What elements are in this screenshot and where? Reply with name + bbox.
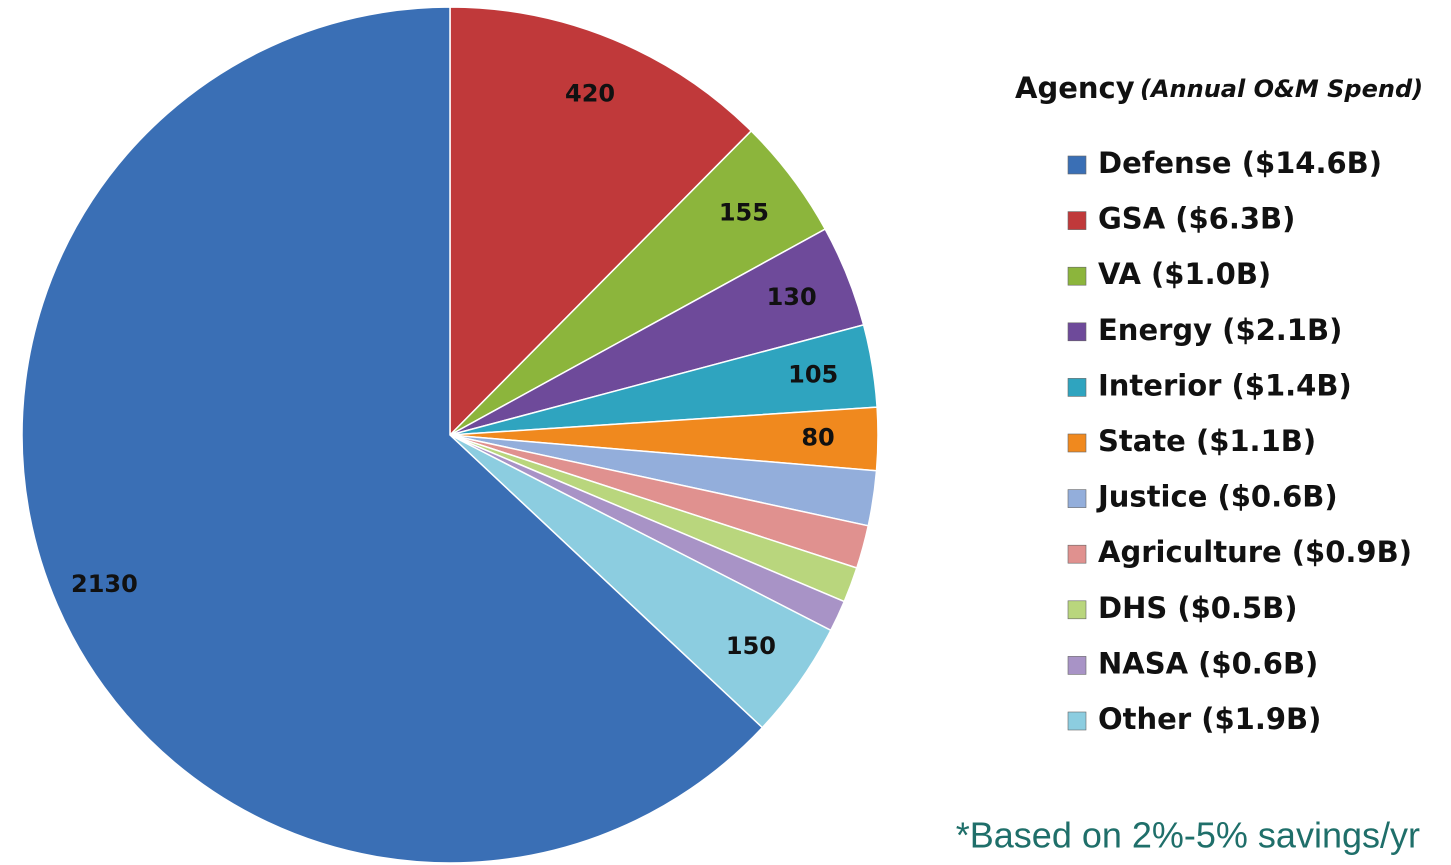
legend-swatch — [1067, 544, 1087, 564]
legend-title: Agency — [1015, 71, 1135, 105]
data-label: 80 — [801, 423, 834, 451]
pie-slice — [21, 6, 764, 864]
legend-label: VA ($1.0B) — [1098, 257, 1271, 291]
legend-subtitle: (Annual O&M Spend) — [1140, 75, 1423, 103]
legend-label: Defense ($14.6B) — [1098, 146, 1382, 180]
legend-swatch — [1067, 211, 1087, 230]
pie-slice — [449, 6, 753, 437]
legend-label: Justice ($0.6B) — [1096, 480, 1338, 514]
data-label: 2130 — [71, 570, 138, 598]
legend-swatch — [1067, 600, 1087, 620]
legend-label: GSA ($6.3B) — [1098, 202, 1295, 236]
legend-label: State ($1.1B) — [1098, 424, 1316, 458]
legend-swatch — [1067, 155, 1087, 175]
legend-label: Energy ($2.1B) — [1098, 313, 1342, 347]
footnote: *Based on 2%-5% savings/yr — [956, 815, 1420, 856]
data-label: 420 — [565, 80, 615, 108]
data-label: 155 — [719, 198, 769, 226]
legend-label: Interior ($1.4B) — [1098, 368, 1352, 402]
data-label: 150 — [726, 632, 776, 660]
legend-label: DHS ($0.5B) — [1098, 591, 1298, 625]
legend-swatch — [1067, 489, 1087, 508]
data-label: 130 — [767, 283, 817, 311]
legend-swatch — [1067, 433, 1087, 453]
legend-label: Agriculture ($0.9B) — [1098, 535, 1412, 569]
legend-swatch — [1067, 711, 1087, 731]
legend-label: NASA ($0.6B) — [1098, 646, 1318, 680]
legend-swatch — [1067, 322, 1087, 342]
legend-swatch — [1067, 656, 1087, 675]
legend-swatch — [1067, 266, 1087, 286]
legend-label: Other ($1.9B) — [1098, 702, 1321, 736]
data-label: 105 — [788, 360, 838, 388]
legend-swatch — [1067, 378, 1087, 397]
